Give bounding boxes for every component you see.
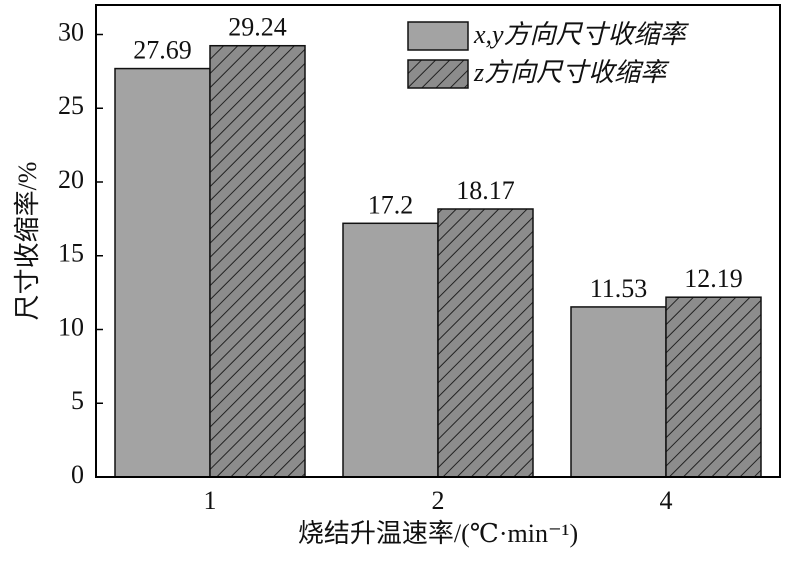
y-tick-label: 5	[71, 386, 84, 415]
bar	[209, 44, 306, 478]
y-tick-label: 15	[58, 239, 84, 268]
bar	[342, 222, 439, 478]
y-axis-label: 尺寸收缩率/%	[13, 162, 42, 321]
value-label: 12.19	[684, 264, 743, 293]
x-tick-label: 1	[204, 486, 217, 515]
value-label: 17.2	[368, 190, 414, 219]
x-tick-label: 2	[432, 486, 445, 515]
y-tick-label: 25	[58, 91, 84, 120]
y-tick-label: 10	[58, 312, 84, 341]
value-label: 11.53	[590, 274, 648, 303]
value-label: 29.24	[228, 13, 287, 42]
value-label: 27.69	[133, 36, 192, 65]
legend-swatch	[407, 21, 469, 51]
value-label: 18.17	[456, 176, 515, 205]
bar	[665, 296, 762, 478]
y-tick-label: 20	[58, 165, 84, 194]
y-tick-label: 0	[71, 460, 84, 489]
x-axis-label: 烧结升温速率/(℃·min⁻¹)	[298, 519, 578, 548]
bar	[570, 306, 667, 478]
bar	[437, 208, 534, 478]
y-tick-label: 30	[58, 17, 84, 46]
plot-frame	[95, 4, 781, 478]
x-tick-label: 4	[660, 486, 673, 515]
legend-label: z方向尺寸收缩率	[473, 58, 670, 87]
legend-swatch	[407, 59, 469, 89]
legend-label: x,y方向尺寸收缩率	[473, 20, 690, 49]
bar	[114, 67, 211, 478]
